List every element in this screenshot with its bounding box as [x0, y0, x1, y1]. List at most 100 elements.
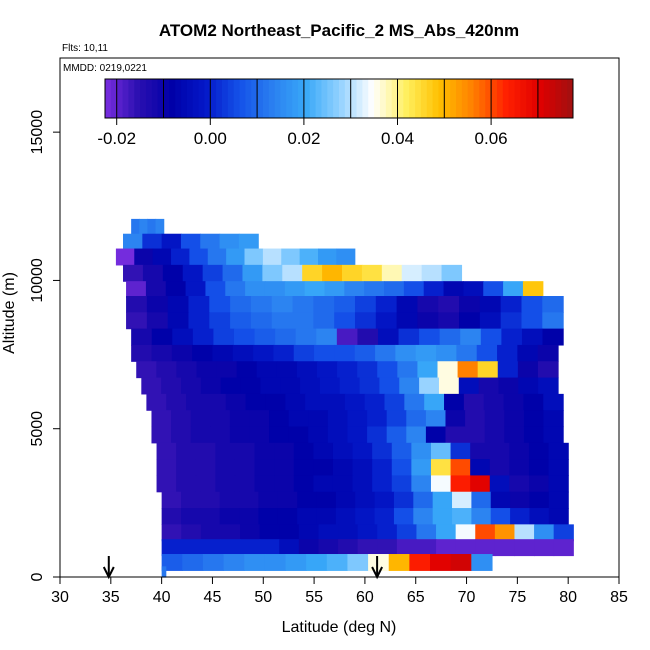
heatmap-cell [134, 248, 154, 266]
colorbar-swatch [321, 79, 328, 118]
heatmap-cell [430, 554, 452, 571]
heatmap-cell [411, 459, 432, 477]
colorbar-swatch [438, 79, 445, 118]
colorbar-swatch [280, 79, 287, 118]
heatmap-cell [258, 491, 279, 509]
heatmap-cell [417, 312, 439, 330]
heatmap-cell [308, 426, 329, 444]
heatmap-cell [393, 508, 414, 525]
flight-arrow-head [102, 566, 115, 580]
heatmap-cell [361, 264, 383, 282]
heatmap-cell [209, 312, 231, 330]
heatmap-cell [339, 377, 361, 395]
colorbar-swatch [157, 79, 164, 118]
colorbar-tick-label: 0.02 [287, 129, 320, 148]
heatmap-cell [212, 344, 234, 362]
heatmap-cell [416, 524, 437, 542]
heatmap-cell [504, 426, 525, 444]
heatmap-cell [494, 539, 516, 557]
heatmap-cell [401, 264, 423, 282]
colorbar-swatch [555, 79, 562, 118]
colorbar-swatch [450, 79, 457, 118]
y-tick-label: 0 [29, 572, 46, 581]
heatmap-cell [161, 491, 182, 509]
heatmap-cell [450, 442, 471, 460]
heatmap-cell [249, 426, 270, 444]
heatmap-cell [285, 393, 306, 411]
colorbar-swatch [227, 79, 235, 118]
heatmap-cell [436, 539, 457, 557]
colorbar-swatch [122, 79, 129, 118]
heatmap-cell [375, 344, 396, 362]
heatmap-cell [553, 539, 574, 557]
heatmap-cell [419, 377, 440, 395]
colorbar-swatch [327, 79, 334, 118]
heatmap-cell [171, 248, 190, 266]
colorbar-swatch [204, 79, 211, 118]
heatmap-cell [470, 442, 491, 460]
heatmap-cell [355, 508, 376, 525]
heatmap-cell [518, 377, 539, 395]
colorbar-swatch [292, 79, 299, 118]
heatmap-cell [450, 475, 471, 493]
heatmap-cell [260, 377, 281, 395]
heatmap-cell [375, 296, 398, 313]
heatmap-cell [364, 393, 386, 411]
heatmap-cell [274, 475, 295, 493]
colorbar-swatch [309, 79, 317, 118]
heatmap-cell [456, 344, 478, 362]
heatmap-cell [230, 296, 252, 313]
heatmap-cell [509, 459, 530, 477]
y-axis-label: Altitude (m) [1, 272, 18, 354]
heatmap-cell [523, 410, 545, 428]
colorbar-swatch [333, 79, 340, 118]
colorbar-swatch [344, 79, 352, 118]
heatmap-cell [324, 393, 346, 411]
heatmap-cell [423, 281, 445, 299]
heatmap-cell [450, 459, 471, 477]
heatmap-cell [494, 524, 516, 542]
heatmap-cell [213, 328, 235, 346]
heatmap-cell [172, 328, 194, 346]
heatmap-cell [336, 328, 359, 346]
heatmap-cell [465, 426, 486, 444]
heatmap-cell [417, 361, 439, 379]
colorbar-swatch [391, 79, 398, 118]
heatmap-cell [190, 410, 211, 428]
heatmap-cell [497, 344, 518, 362]
heatmap-cell [195, 475, 216, 493]
heatmap-cell [441, 264, 463, 282]
heatmap-cell [202, 554, 225, 571]
heatmap-cell [553, 524, 574, 542]
heatmap-cell [444, 393, 465, 411]
heatmap-cell [471, 554, 493, 571]
colorbar-swatch [350, 79, 358, 118]
colorbar-swatch [339, 79, 346, 118]
heatmap-cell [188, 296, 210, 313]
colorbar-swatch [222, 79, 229, 118]
heatmap-cell [425, 426, 447, 444]
heatmap-cell [413, 508, 434, 525]
heatmap-cell [377, 524, 398, 542]
heatmap-cell [497, 361, 519, 379]
heatmap-cell [413, 491, 434, 509]
heatmap-cell [478, 377, 500, 395]
heatmap-cell [316, 491, 337, 509]
heatmap-cell [161, 554, 183, 571]
heatmap-cell [131, 218, 140, 236]
x-axis-label: Latitude (deg N) [282, 619, 397, 636]
colorbar-swatch [145, 79, 153, 118]
heatmap-cell [404, 393, 425, 411]
heatmap-cell [152, 248, 172, 266]
heatmap-cell [509, 475, 530, 493]
colorbar-swatch [268, 79, 276, 118]
heatmap-cell [521, 296, 543, 313]
heatmap-cell [517, 344, 539, 362]
heatmap-cell [123, 233, 143, 251]
flights-note: Flts: 10,11 [62, 43, 108, 54]
heatmap-cell [295, 328, 317, 346]
heatmap-cell [176, 475, 197, 493]
heatmap-cell [215, 475, 236, 493]
heatmap-cell [417, 296, 439, 313]
heatmap-cell [406, 426, 427, 444]
